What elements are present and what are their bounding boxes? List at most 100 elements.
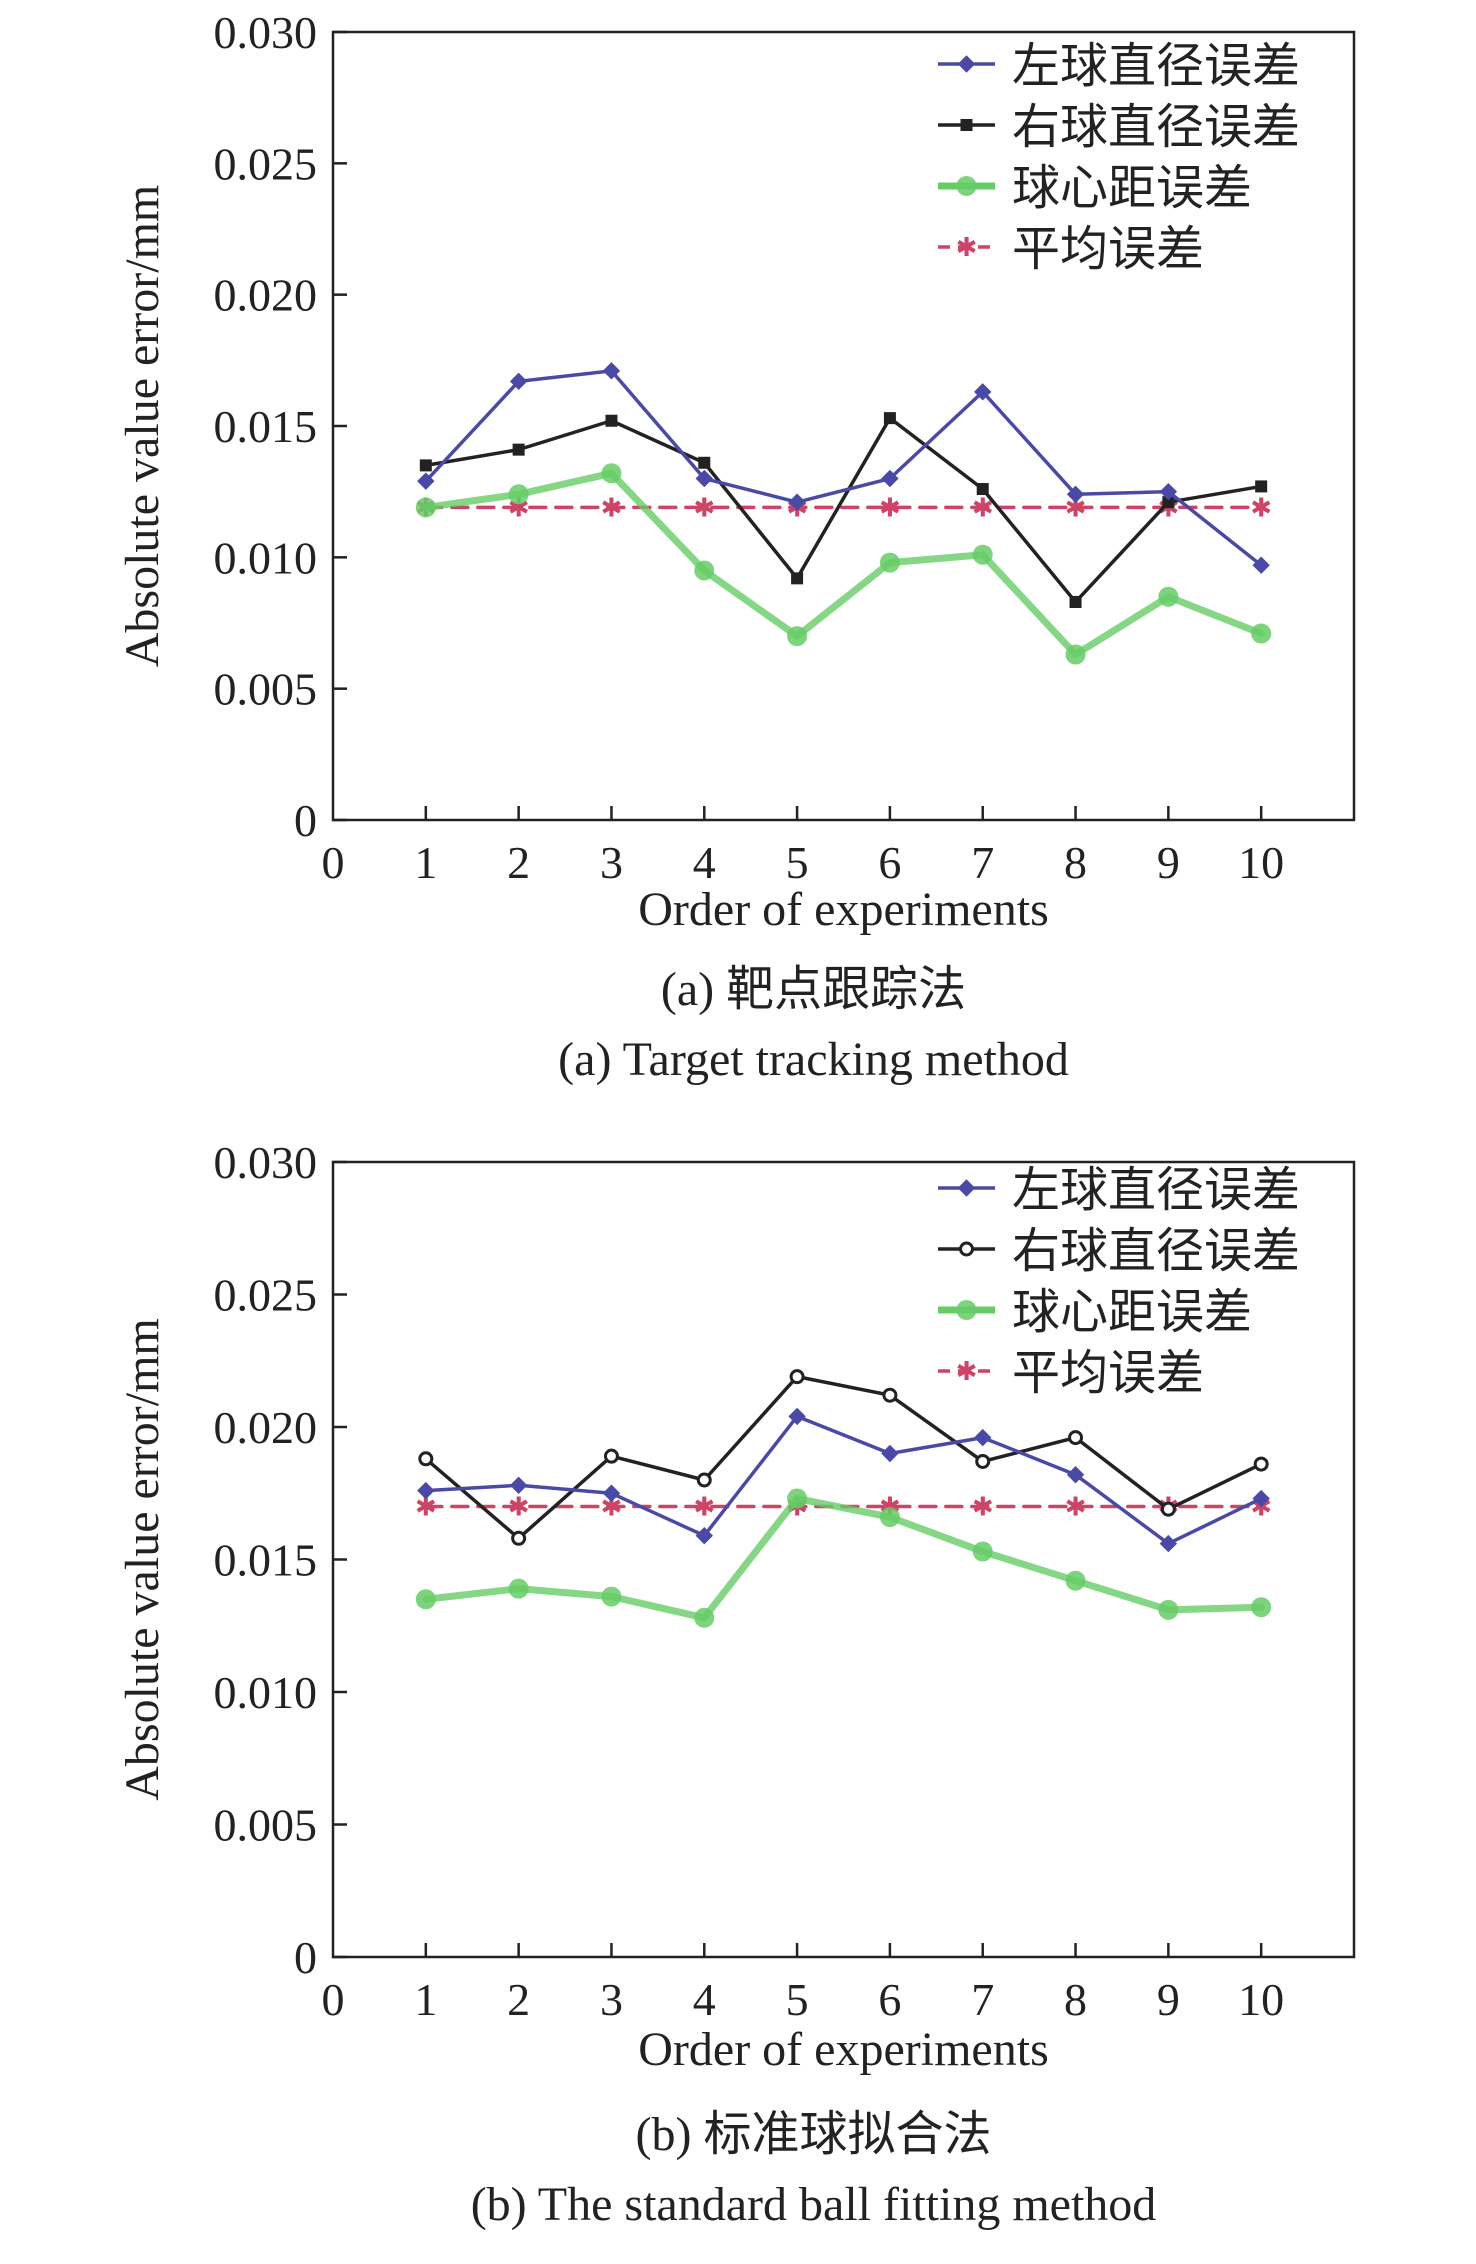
data-point xyxy=(694,1607,715,1628)
legend-marker: ✱ xyxy=(956,233,978,263)
data-point xyxy=(787,1488,808,1509)
data-point xyxy=(881,1444,899,1463)
data-point xyxy=(1252,1489,1270,1508)
x-tick-label: 6 xyxy=(878,1974,901,2025)
data-point xyxy=(1159,482,1178,501)
data-point xyxy=(601,463,622,484)
data-point xyxy=(1252,556,1270,574)
y-tick-label: 0.020 xyxy=(214,270,318,321)
y-tick-label: 0.030 xyxy=(214,7,318,58)
x-tick-label: 2 xyxy=(507,837,530,888)
data-point: ✱ xyxy=(415,1493,437,1523)
x-tick-label: 2 xyxy=(507,1974,530,2025)
data-point xyxy=(603,1448,619,1464)
data-point xyxy=(882,1387,898,1403)
data-point xyxy=(1158,1599,1179,1620)
x-tick-label: 1 xyxy=(414,837,437,888)
plot-frame xyxy=(331,1160,1356,1959)
data-point xyxy=(1162,496,1175,509)
data-point xyxy=(787,626,808,647)
x-tick-label: 3 xyxy=(600,1974,623,2025)
data-point xyxy=(1255,480,1268,493)
y-tick-label: 0.005 xyxy=(214,1800,318,1851)
x-tick-label: 8 xyxy=(1064,837,1087,888)
caption-english: (b) The standard ball fitting method xyxy=(471,2178,1157,2231)
legend-entry-label: 左球直径误差 xyxy=(1012,1162,1300,1218)
data-point xyxy=(694,560,715,581)
y-axis-label: Absolute value error/mm xyxy=(116,185,169,668)
data-point xyxy=(972,1541,993,1562)
data-point xyxy=(509,372,528,391)
x-tick-label: 3 xyxy=(600,837,623,888)
data-point xyxy=(419,459,432,472)
y-tick-label: 0.030 xyxy=(214,1137,318,1188)
x-axis-label: Order of experiments xyxy=(638,883,1049,936)
x-tick-label: 0 xyxy=(322,1974,345,2025)
data-point xyxy=(881,469,899,488)
x-tick-label: 10 xyxy=(1238,1974,1284,2025)
data-point xyxy=(1066,1465,1085,1484)
data-point xyxy=(972,544,993,565)
series-line xyxy=(424,416,1263,604)
x-tick-label: 1 xyxy=(414,1974,437,2025)
y-tick-label: 0.010 xyxy=(214,532,318,583)
series-0 xyxy=(417,362,1270,574)
data-point xyxy=(417,472,435,490)
series-line xyxy=(424,1374,1263,1541)
legend-marker xyxy=(956,1300,977,1320)
x-tick-label: 7 xyxy=(971,1974,994,2025)
y-tick-label: 0 xyxy=(294,795,317,846)
chart-panel-a: 0 0.005 0.010 0.015 0.020 0.025 0.030 0 1 2 3 4 5 6 7 8… xyxy=(116,7,1356,1086)
y-tick-label: 0.015 xyxy=(214,1535,318,1586)
data-point xyxy=(1253,1456,1269,1472)
chart-panel-b: 0 0.005 0.010 0.015 0.020 0.025 0.030 0 1 2 3 4 5 6 7 8… xyxy=(116,1137,1356,2231)
legend-entry-label: 右球直径误差 xyxy=(1012,1223,1300,1279)
data-point xyxy=(879,552,900,573)
legend-entry-label: 右球直径误差 xyxy=(1012,99,1300,155)
data-point xyxy=(1159,1534,1178,1553)
data-point xyxy=(788,493,806,511)
series-0 xyxy=(417,1407,1270,1553)
data-point xyxy=(698,456,711,469)
legend-marker xyxy=(957,55,976,73)
y-axis-label: Absolute value error/mm xyxy=(116,1318,169,1801)
series-line xyxy=(424,369,1263,567)
data-point xyxy=(508,1578,529,1599)
x-tick-label: 9 xyxy=(1157,837,1180,888)
data-point xyxy=(879,1507,900,1528)
data-point: ✱ xyxy=(601,493,623,523)
x-axis-label: Order of experiments xyxy=(638,2023,1049,2076)
data-point: ✱ xyxy=(693,493,715,523)
data-point xyxy=(512,443,525,456)
data-point xyxy=(415,1589,436,1610)
data-point xyxy=(883,412,896,425)
data-point xyxy=(417,1481,435,1500)
x-tick-label: 10 xyxy=(1238,837,1284,888)
data-point xyxy=(1251,1597,1272,1618)
legend-entry-label: 球心距误差 xyxy=(1012,1284,1252,1340)
data-point xyxy=(1158,586,1179,607)
data-point xyxy=(1160,1501,1176,1517)
caption-chinese: (a) 靶点跟踪法 xyxy=(661,963,966,1016)
data-point: ✱ xyxy=(972,493,994,523)
data-point xyxy=(415,497,436,518)
data-point: ✱ xyxy=(1065,1493,1087,1523)
legend-entry-label: 左球直径误差 xyxy=(1012,38,1300,94)
data-point: ✱ xyxy=(693,1493,715,1523)
series-line xyxy=(422,1495,1265,1622)
legend-marker xyxy=(957,1179,976,1197)
data-point xyxy=(789,1369,805,1385)
data-point xyxy=(1251,623,1272,644)
data-point xyxy=(791,572,804,585)
legend-marker xyxy=(956,176,977,196)
data-point xyxy=(508,484,529,505)
x-tick-label: 4 xyxy=(693,1974,716,2025)
y-tick-label: 0.010 xyxy=(214,1667,318,1718)
x-tick-label: 0 xyxy=(322,837,345,888)
data-point xyxy=(975,1453,991,1469)
legend-marker: ✱ xyxy=(956,1357,978,1387)
data-point xyxy=(1068,1430,1084,1446)
data-point xyxy=(976,483,989,496)
x-tick-label: 9 xyxy=(1157,1974,1180,2025)
